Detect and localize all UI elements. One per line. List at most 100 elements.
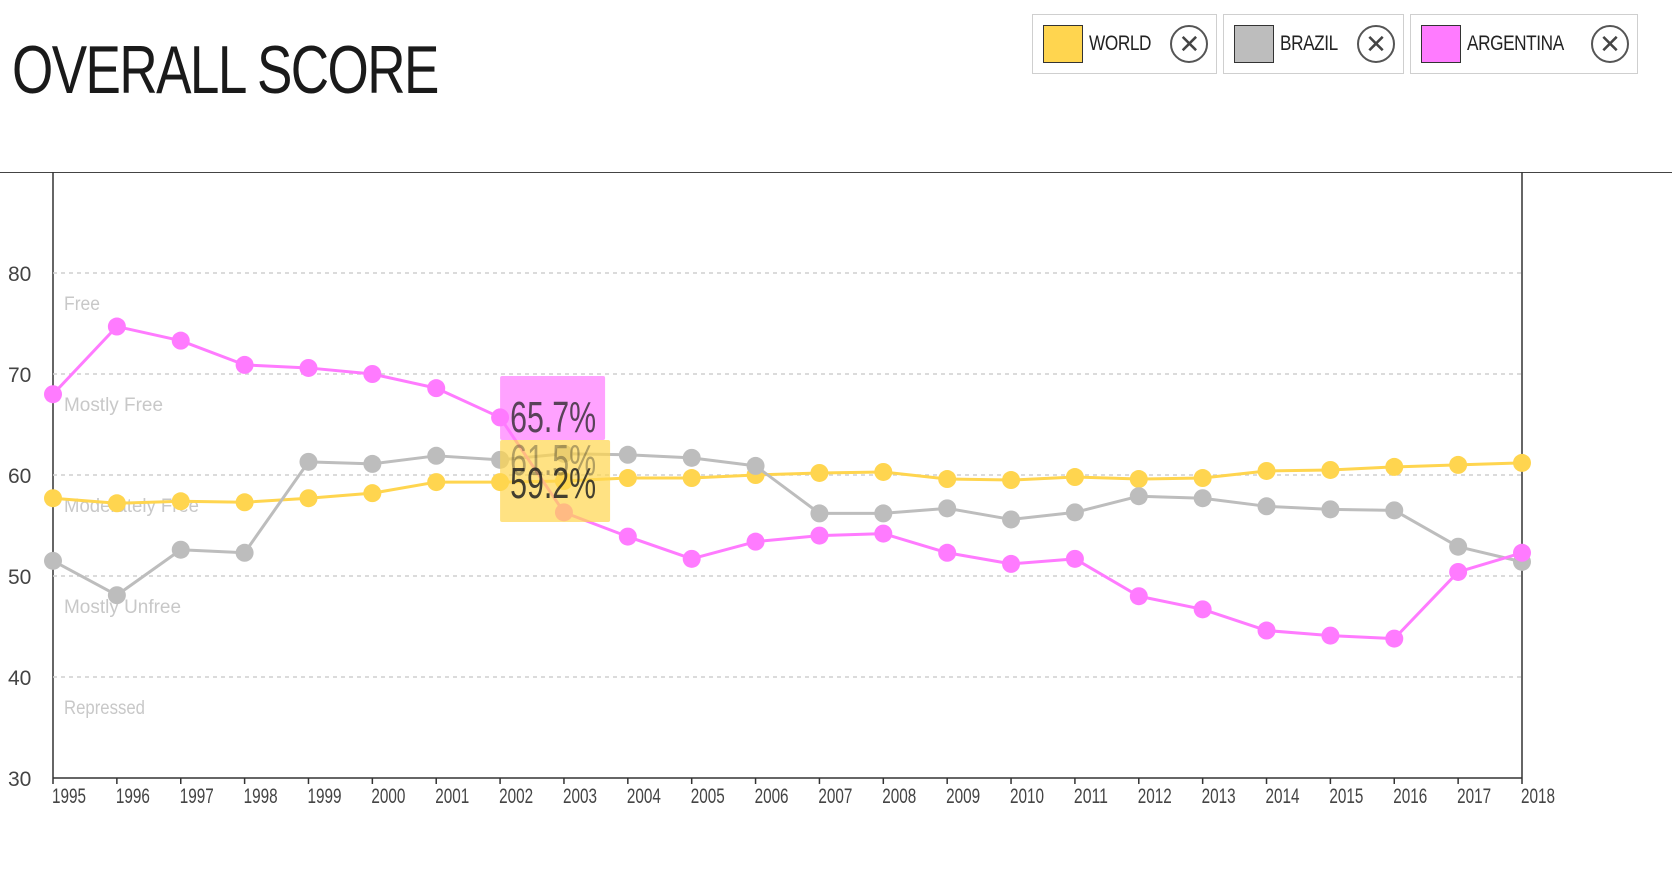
x-tick-label: 2012 <box>1138 785 1172 808</box>
tooltip-box-argentina <box>500 376 606 440</box>
data-point <box>1129 470 1148 489</box>
data-point <box>1385 457 1404 476</box>
legend-label-world: WORLD <box>1088 32 1151 55</box>
data-point <box>874 504 893 523</box>
legend-label-argentina: ARGENTINA <box>1466 32 1564 55</box>
y-tick-label: 80 <box>8 263 31 286</box>
x-tick-label: 2000 <box>371 785 405 808</box>
x-tick-label: 2005 <box>691 785 725 808</box>
data-point <box>1321 626 1340 645</box>
data-point <box>938 499 957 518</box>
series-argentina <box>44 317 1531 648</box>
data-point <box>1193 469 1212 488</box>
tooltip-value-brazil: 61.5% <box>510 436 596 485</box>
data-point <box>618 445 637 464</box>
legend-swatch-world <box>1042 25 1083 63</box>
x-tick-label: 1999 <box>307 785 341 808</box>
band-label: Mostly Free <box>64 395 163 416</box>
x-tick-label: 2018 <box>1521 785 1555 808</box>
data-point <box>171 331 190 350</box>
series-brazil <box>44 444 1531 605</box>
legend-item-brazil[interactable]: BRAZIL ✕ <box>1223 14 1404 74</box>
x-tick-label: 1996 <box>116 785 150 808</box>
data-point <box>618 527 637 546</box>
x-tick-label: 2017 <box>1457 785 1491 808</box>
data-point <box>1129 587 1148 606</box>
x-tick-label: 2009 <box>946 785 980 808</box>
data-point <box>1002 471 1021 490</box>
header-divider <box>0 172 1672 173</box>
series-line <box>52 461 1523 505</box>
x-tick-label: 1995 <box>52 785 86 808</box>
data-point <box>107 317 126 336</box>
series-line <box>51 325 1523 641</box>
data-point <box>1065 503 1084 522</box>
data-point <box>682 549 701 568</box>
data-point <box>1257 497 1276 516</box>
series-world <box>44 453 1531 513</box>
series-line <box>52 452 1523 597</box>
data-point <box>1321 460 1340 479</box>
x-tick-label: 2011 <box>1074 785 1108 808</box>
data-point <box>1385 629 1404 648</box>
x-tick-label: 1998 <box>244 785 278 808</box>
data-point <box>1321 500 1340 519</box>
y-tick-label: 30 <box>8 768 31 791</box>
tooltip-value-world: 59.2% <box>510 459 596 508</box>
data-point <box>810 504 829 523</box>
data-point <box>235 493 254 512</box>
x-tick-label: 2003 <box>563 785 597 808</box>
data-point <box>746 532 765 551</box>
data-point <box>1257 461 1276 480</box>
data-point <box>874 524 893 543</box>
data-point <box>299 452 318 471</box>
close-icon[interactable]: ✕ <box>1591 25 1629 63</box>
data-point <box>1002 554 1021 573</box>
data-point <box>107 586 126 605</box>
data-point <box>171 492 190 511</box>
x-tick-label: 2007 <box>818 785 852 808</box>
x-tick-label: 2014 <box>1266 785 1300 808</box>
tooltip: 65.7%61.5%59.2% <box>500 376 611 522</box>
data-point <box>44 489 62 508</box>
data-point <box>1513 453 1531 472</box>
data-point <box>299 489 318 508</box>
data-point <box>1193 489 1212 508</box>
y-tick-label: 50 <box>8 566 31 589</box>
legend-swatch-brazil <box>1234 25 1275 63</box>
x-tick-label: 2010 <box>1010 785 1044 808</box>
data-point <box>44 385 62 404</box>
data-point <box>938 470 957 489</box>
x-tick-label: 2008 <box>882 785 916 808</box>
band-label: Mostly Unfree <box>64 597 181 618</box>
y-tick-label: 70 <box>8 364 31 387</box>
data-point <box>682 469 701 488</box>
legend-item-argentina[interactable]: ARGENTINA ✕ <box>1409 14 1638 74</box>
close-icon[interactable]: ✕ <box>1170 25 1209 63</box>
y-tick-label: 40 <box>8 667 31 690</box>
data-point <box>363 365 382 383</box>
data-point <box>682 448 701 467</box>
close-icon[interactable]: ✕ <box>1356 25 1395 63</box>
legend-item-world[interactable]: WORLD ✕ <box>1031 14 1218 74</box>
legend: WORLD ✕ BRAZIL ✕ ARGENTINA ✕ <box>1031 14 1638 74</box>
data-point <box>810 463 829 482</box>
data-point <box>618 469 637 488</box>
data-point <box>363 454 382 473</box>
data-point <box>44 551 62 570</box>
data-point <box>1065 468 1084 487</box>
data-point <box>1449 537 1468 556</box>
data-point <box>299 358 318 377</box>
page-title: OVERALL SCORE <box>12 32 439 108</box>
tooltip-box-world <box>500 440 611 522</box>
legend-swatch-argentina <box>1420 25 1461 63</box>
x-tick-label: 1997 <box>180 785 214 808</box>
data-point <box>427 379 446 398</box>
x-tick-label: 2016 <box>1393 785 1427 808</box>
y-tick-label: 60 <box>8 465 31 488</box>
x-tick-label: 2001 <box>435 785 469 808</box>
data-point <box>810 526 829 545</box>
data-point <box>1129 487 1148 506</box>
x-tick-label: 2013 <box>1202 785 1236 808</box>
